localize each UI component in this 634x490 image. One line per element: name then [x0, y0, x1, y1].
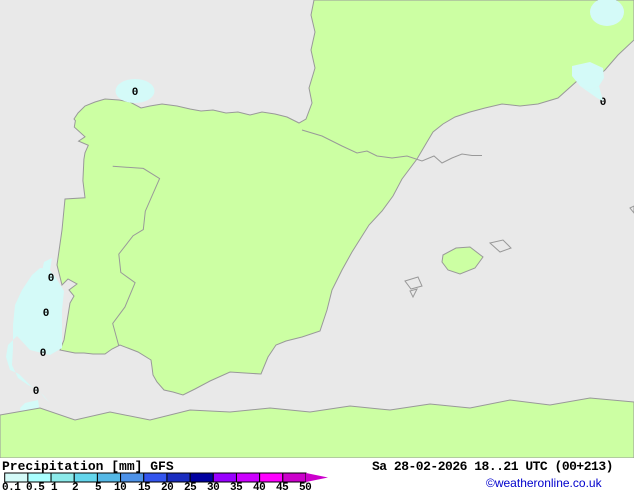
svg-text:0: 0	[40, 348, 47, 360]
svg-text:0: 0	[132, 87, 139, 99]
svg-text:0: 0	[43, 308, 50, 320]
svg-text:0: 0	[48, 273, 55, 285]
svg-text:0: 0	[33, 386, 40, 398]
